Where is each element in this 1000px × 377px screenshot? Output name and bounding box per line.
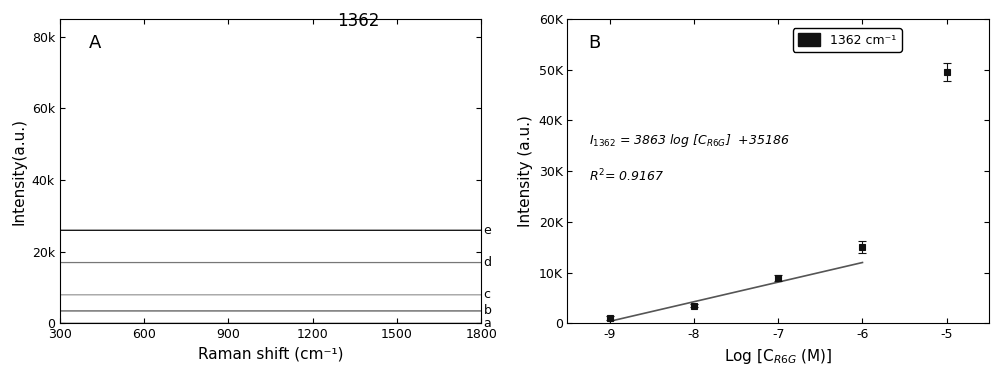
Legend: 1362 cm⁻¹: 1362 cm⁻¹ — [793, 28, 902, 52]
Text: $I_{1362}$ = 3863 log [C$_{R6G}$]  +35186: $I_{1362}$ = 3863 log [C$_{R6G}$] +35186 — [589, 132, 789, 149]
X-axis label: Log [C$_{R6G}$ (M)]: Log [C$_{R6G}$ (M)] — [724, 347, 833, 366]
Y-axis label: Intensity(a.u.): Intensity(a.u.) — [11, 118, 26, 225]
Text: d: d — [483, 256, 491, 269]
Text: A: A — [89, 34, 102, 52]
Y-axis label: Intensity (a.u.): Intensity (a.u.) — [518, 115, 533, 227]
Text: 1362: 1362 — [337, 12, 379, 30]
Text: c: c — [483, 288, 490, 301]
Text: b: b — [483, 305, 491, 317]
Text: a: a — [483, 317, 491, 330]
X-axis label: Raman shift (cm⁻¹): Raman shift (cm⁻¹) — [198, 347, 343, 362]
Text: e: e — [483, 224, 491, 237]
Text: $R^2$= 0.9167: $R^2$= 0.9167 — [589, 168, 664, 185]
Text: B: B — [589, 34, 601, 52]
